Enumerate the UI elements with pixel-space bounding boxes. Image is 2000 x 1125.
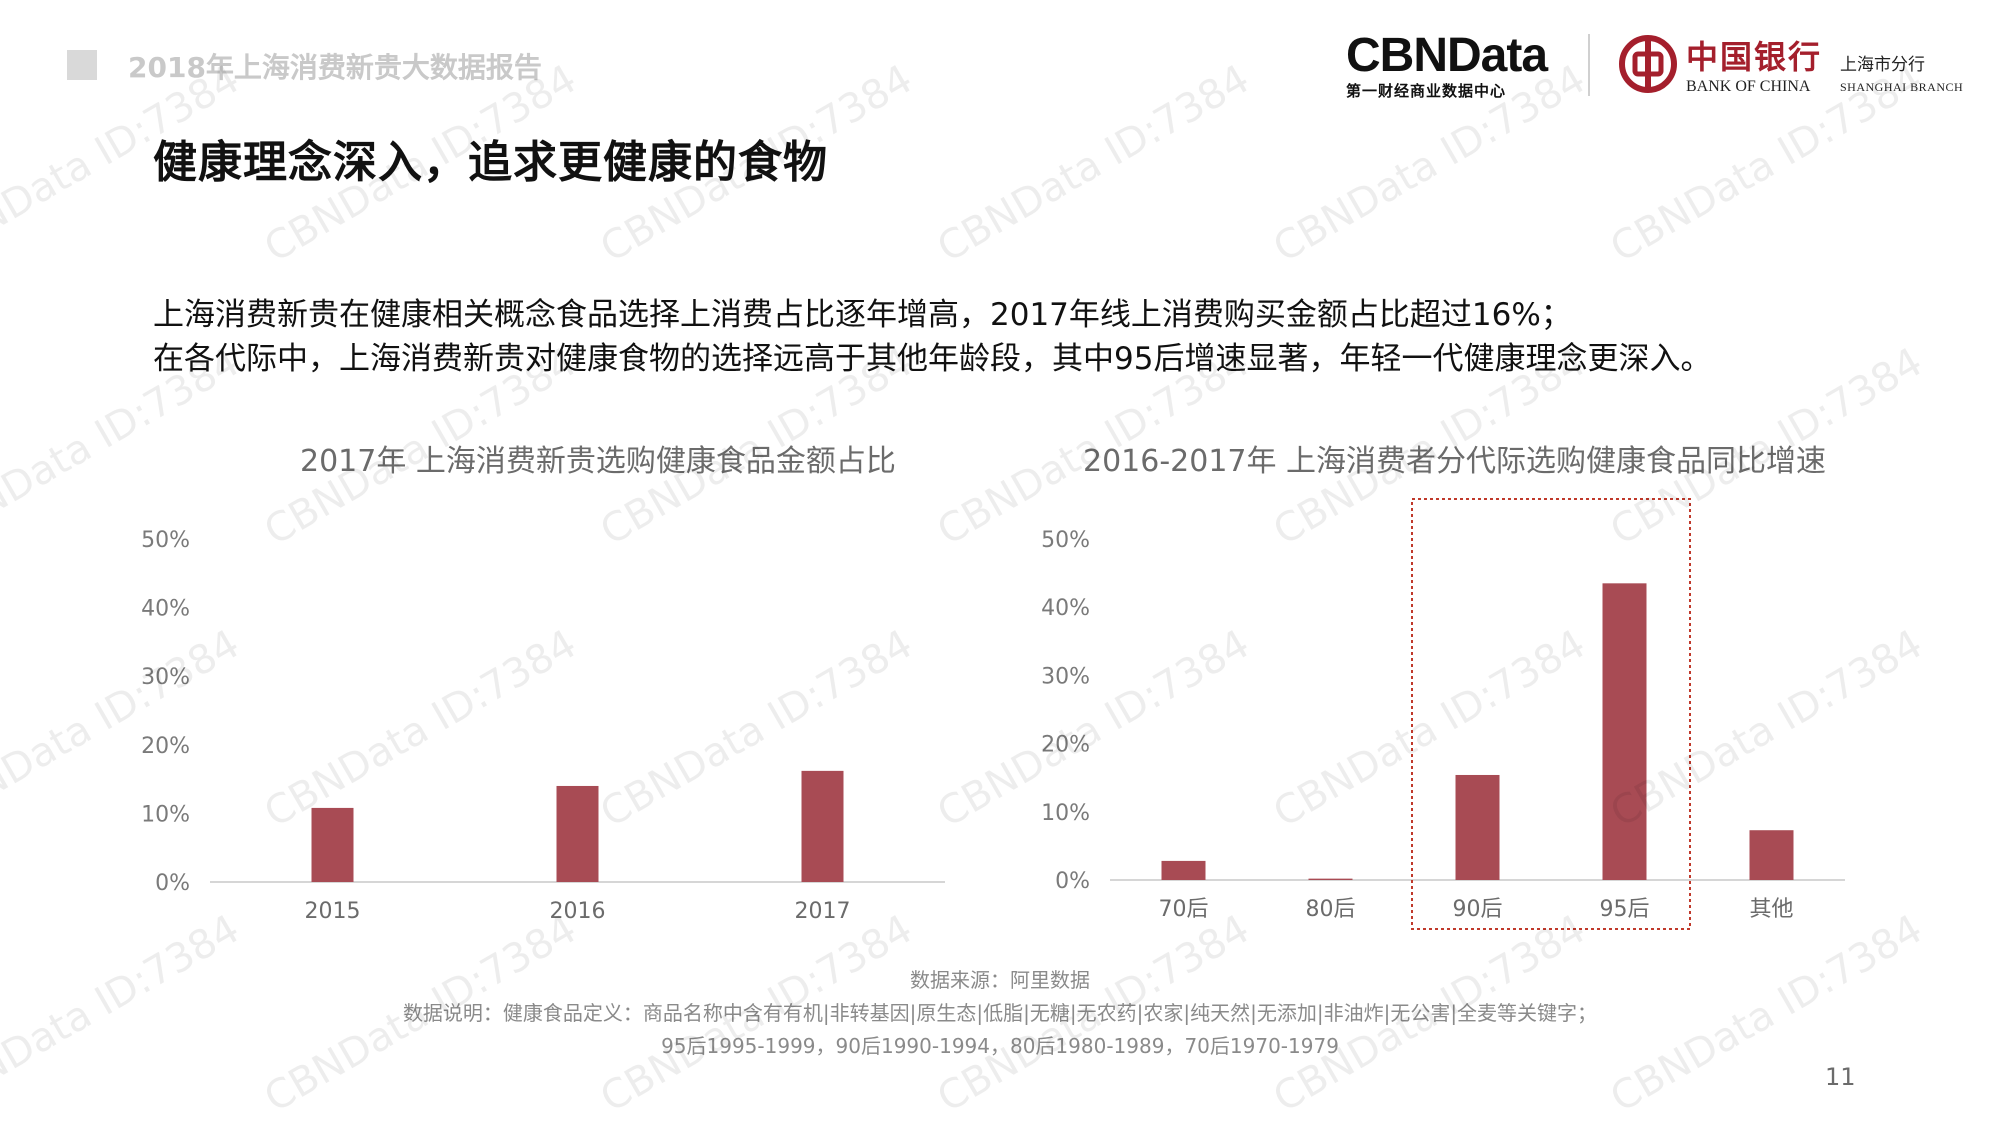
bank-of-china-logo: 中国银行 BANK OF CHINA 上海市分行 SHANGHAI BRANCH	[1618, 30, 1963, 100]
chart1-ytick-label: 0%	[155, 871, 190, 896]
generation-definition-note: 95后1995-1999，90后1990-1994，80后1980-1989，7…	[661, 1034, 1339, 1058]
chart1-bar-2015	[311, 807, 354, 882]
bank-of-china-emblem-icon	[1619, 35, 1677, 93]
chart2-ytick-label: 10%	[1041, 801, 1090, 826]
chart2-category-label: 90后	[1453, 897, 1503, 922]
chart1-ytick-label: 10%	[141, 802, 190, 827]
chart2-highlight-box	[1411, 498, 1691, 930]
boc-name-chinese: 中国银行	[1686, 38, 1823, 76]
logo-divider	[1588, 34, 1590, 96]
chart2-category-label: 其他	[1749, 897, 1793, 922]
chart2-ytick-label: 0%	[1055, 869, 1090, 894]
chart2-category-label: 95后	[1600, 897, 1650, 922]
boc-name-english: BANK OF CHINA	[1686, 78, 1811, 95]
chart1-bar-2016	[556, 785, 599, 882]
report-title: 2018年上海消费新贵大数据报告	[128, 51, 542, 84]
chart2-ytick-label: 20%	[1041, 733, 1090, 758]
chart1-category-label: 2016	[550, 899, 606, 924]
cbndata-logo-wordmark: CBNData	[1346, 29, 1548, 82]
page-title: 健康理念深入，追求更健康的食物	[153, 137, 828, 188]
chart2-ytick-label: 50%	[1041, 528, 1090, 553]
cbndata-logo-subtitle: 第一财经商业数据中心	[1346, 82, 1507, 100]
chart1-ytick-label: 30%	[141, 665, 190, 690]
chart1-category-label: 2017	[795, 899, 851, 924]
chart2-title: 2016-2017年 上海消费者分代际选购健康食品同比增速	[1083, 444, 1827, 479]
chart2-category-label: 70后	[1159, 897, 1209, 922]
cbndata-logo: CBNData 第一财经商业数据中心	[1346, 30, 1566, 101]
chart2-bar-95后	[1602, 583, 1647, 880]
chart2-bar-其他	[1749, 830, 1794, 880]
header-marker	[67, 50, 97, 80]
chart2-ytick-label: 30%	[1041, 664, 1090, 689]
chart2-bar-90后	[1455, 774, 1500, 880]
footer-notes: 数据来源：阿里数据 数据说明：健康食品定义：商品名称中含有有机|非转基因|原生态…	[0, 964, 2000, 1063]
data-source: 数据来源：阿里数据	[910, 968, 1090, 992]
chart1-ytick-label: 40%	[141, 597, 190, 622]
chart2-bar-70后	[1161, 860, 1206, 880]
chart1-title: 2017年 上海消费新贵选购健康食品金额占比	[300, 444, 896, 479]
description-line-2: 在各代际中，上海消费新贵对健康食物的选择远高于其他年龄段，其中95后增速显著，年…	[153, 341, 1712, 377]
chart1-bar-2017	[801, 770, 844, 882]
chart1-category-label: 2015	[305, 899, 361, 924]
chart1-ytick-label: 20%	[141, 734, 190, 759]
page-number: 11	[1825, 1063, 1856, 1091]
chart2-ytick-label: 40%	[1041, 596, 1090, 621]
boc-branch-chinese: 上海市分行	[1840, 55, 1925, 75]
chart1-ytick-label: 50%	[141, 528, 190, 553]
chart2-bar-80后	[1308, 878, 1353, 880]
chart2-category-label: 80后	[1306, 897, 1356, 922]
data-definition-note: 数据说明：健康食品定义：商品名称中含有有机|非转基因|原生态|低脂|无糖|无农药…	[402, 1001, 1598, 1025]
boc-branch-english: SHANGHAI BRANCH	[1840, 80, 1964, 94]
description-line-1: 上海消费新贵在健康相关概念食品选择上消费占比逐年增高，2017年线上消费购买金额…	[153, 297, 1572, 333]
